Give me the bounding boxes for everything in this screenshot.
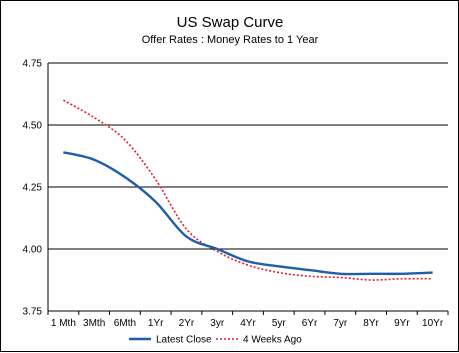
- x-tick-label: 1Yr: [148, 318, 164, 329]
- x-tick-label: 3Mth: [83, 318, 105, 329]
- legend-label: Latest Close: [156, 335, 212, 346]
- x-tick-label: 2Yr: [179, 318, 195, 329]
- y-tick-label: 3.75: [23, 307, 43, 318]
- x-tick-label: 1 Mth: [51, 318, 76, 329]
- series-line-latest-close: [63, 151, 433, 276]
- y-tick-label: 4.00: [23, 245, 43, 256]
- x-tick-label: 9Yr: [394, 318, 410, 329]
- legend-label: 4 Weeks Ago: [243, 335, 302, 346]
- y-tick-label: 4.75: [23, 59, 43, 70]
- x-tick-label: 8Yr: [363, 318, 379, 329]
- x-tick-label: 3yr: [210, 318, 225, 329]
- x-tick-label: 6Yr: [302, 318, 318, 329]
- x-tick-label: 10Yr: [422, 318, 444, 329]
- x-tick-label: 6Mth: [114, 318, 136, 329]
- chart-title: US Swap Curve: [177, 14, 284, 31]
- y-tick-label: 4.50: [23, 121, 43, 132]
- y-tick-label: 4.25: [23, 183, 43, 194]
- series-line-4-weeks-ago: [62, 99, 433, 281]
- x-tick-label: 4Yr: [240, 318, 256, 329]
- x-tick-label: 5yr: [272, 318, 287, 329]
- x-tick-label: 7yr: [333, 318, 348, 329]
- chart-subtitle: Offer Rates : Money Rates to 1 Year: [142, 34, 319, 46]
